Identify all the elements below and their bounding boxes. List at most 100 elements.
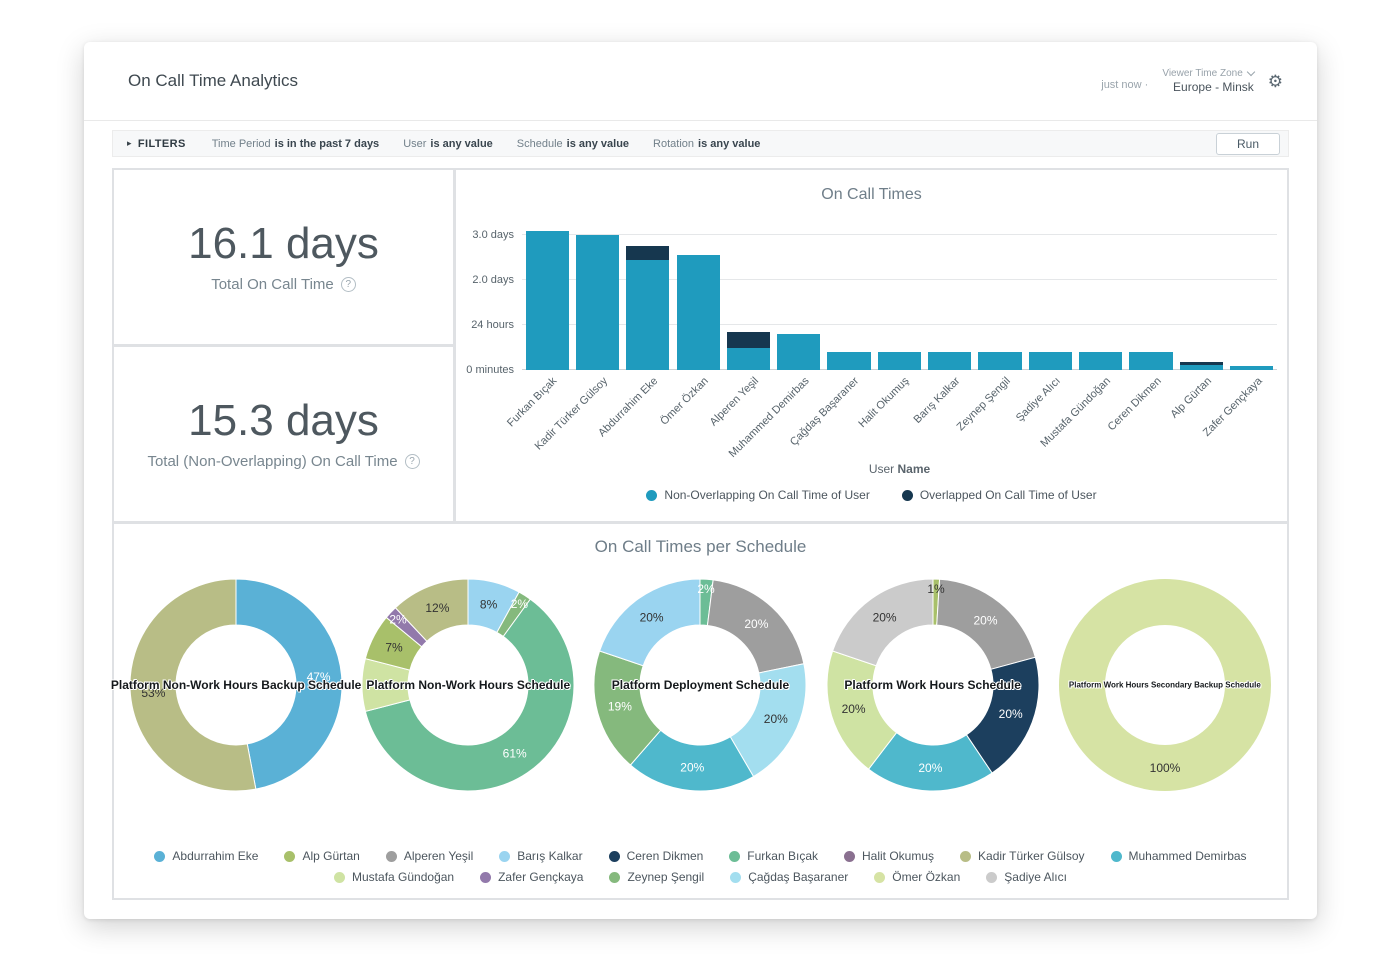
bar-slot — [673, 220, 723, 370]
legend-item[interactable]: Overlapped On Call Time of User — [901, 488, 1097, 502]
legend-item[interactable]: Ceren Dikmen — [608, 849, 703, 863]
x-tick-label: Alperen Yeşil — [707, 375, 761, 429]
legend-label: Halit Okumuş — [862, 849, 935, 863]
legend-item[interactable]: Zafer Gençkaya — [480, 870, 583, 884]
bar[interactable] — [827, 352, 871, 370]
bar-slot — [1176, 220, 1226, 370]
legend-item[interactable]: Çağdaş Başaraner — [730, 870, 848, 884]
gridline — [522, 234, 1277, 235]
bar-segment-non-overlapping — [877, 352, 922, 370]
legend-label: Mustafa Gündoğan — [352, 870, 455, 884]
donut-slice[interactable] — [831, 578, 934, 667]
legend-swatch — [960, 850, 972, 862]
donut-percent-label: 19% — [608, 700, 632, 714]
user-legend: Abdurrahim Eke Alp Gürtan Alperen Yeşil Bar… — [114, 847, 1287, 898]
bar[interactable] — [525, 230, 569, 370]
donut-percent-label: 8% — [480, 598, 498, 612]
bar[interactable] — [1129, 352, 1173, 370]
dashboard-grid: 16.1 days Total On Call Time ? On Call T… — [111, 168, 1289, 900]
bar-slot — [824, 220, 874, 370]
legend-item[interactable]: Mustafa Gündoğan — [334, 870, 454, 884]
filter-item-3[interactable]: Schedule is any value — [517, 138, 629, 150]
gridline — [522, 279, 1277, 280]
bar-slot — [572, 220, 622, 370]
legend-swatch — [154, 850, 166, 862]
timezone-selector[interactable]: Viewer Time Zone Europe - Minsk — [1162, 67, 1255, 94]
legend-swatch — [646, 489, 658, 501]
legend-label: Non-Overlapping On Call Time of User — [664, 488, 870, 502]
dashboard-card: On Call Time Analytics just now · Viewer… — [84, 42, 1317, 919]
legend-item[interactable]: Muhammed Demirbas — [1110, 849, 1247, 863]
x-tick-label: Zeynep Şengil — [954, 375, 1013, 434]
donut-percent-label: 20% — [918, 761, 942, 775]
legend-swatch — [609, 871, 621, 883]
bar-slot — [975, 220, 1025, 370]
bar-segment-non-overlapping — [626, 259, 670, 370]
bar-chart-legend: Non-Overlapping On Call Time of User Over… — [466, 488, 1277, 502]
bar[interactable] — [676, 255, 720, 370]
bar[interactable] — [1079, 352, 1123, 370]
filter-label: Schedule — [516, 137, 563, 150]
legend-item[interactable]: Barış Kalkar — [499, 849, 583, 863]
donut-slice[interactable] — [395, 578, 469, 642]
legend-label: Barış Kalkar — [517, 849, 583, 863]
x-tick-label: Ceren Dikmen — [1105, 375, 1164, 434]
legend-item[interactable]: Ömer Özkan — [874, 870, 960, 884]
legend-item[interactable]: Şadiye Alıcı — [986, 870, 1067, 884]
legend-label: Şadiye Alıcı — [1004, 870, 1067, 884]
legend-item[interactable]: Zeynep Şengil — [609, 870, 704, 884]
filter-label: User — [403, 137, 427, 150]
bar[interactable] — [1230, 366, 1274, 370]
bar[interactable] — [877, 352, 922, 370]
legend-swatch — [385, 850, 397, 862]
legend-item[interactable]: Abdurrahim Eke — [154, 849, 258, 863]
bar[interactable] — [726, 331, 771, 370]
bar-slot — [1227, 220, 1277, 370]
y-tick-label: 0 minutes — [466, 364, 514, 376]
filter-item-1[interactable]: Time Period is in the past 7 days — [212, 138, 379, 150]
info-icon[interactable]: ? — [340, 277, 356, 293]
legend-item[interactable]: Non-Overlapping On Call Time of User — [646, 488, 870, 502]
legend-swatch — [480, 871, 492, 883]
legend-item[interactable]: Furkan Bıçak — [729, 849, 818, 863]
donut-slice[interactable] — [129, 578, 257, 792]
schedule-donuts-tile: On Call Times per Schedule 47% 53% Platfor… — [111, 524, 1287, 898]
bar-segment-non-overlapping — [1079, 352, 1123, 370]
bar[interactable] — [1179, 362, 1224, 370]
donut-percent-label: 20% — [745, 617, 769, 631]
filter-item-2[interactable]: User is any value — [403, 138, 493, 150]
bar[interactable] — [1028, 352, 1073, 370]
legend-item[interactable]: Kadir Türker Gülsoy — [960, 849, 1085, 863]
gridline — [522, 324, 1277, 325]
timezone-label: Viewer Time Zone — [1162, 67, 1255, 79]
bar-slot — [1076, 220, 1126, 370]
donut-slice[interactable] — [365, 598, 575, 792]
bar[interactable] — [626, 246, 670, 370]
x-tick-label: Furkan Bıçak — [505, 375, 560, 430]
info-icon[interactable]: ? — [404, 454, 420, 470]
donut-chart: 2% 20% 20% 20% 19% 20% Platform Deployment Sch… — [586, 565, 814, 813]
bar[interactable] — [575, 235, 620, 370]
legend-item[interactable]: Halit Okumuş — [844, 849, 934, 863]
y-axis: 0 minutes 24 hours 2.0 days 3.0 days — [466, 220, 522, 376]
bar[interactable] — [978, 352, 1022, 370]
legend-item[interactable]: Alp Gürtan — [284, 849, 360, 863]
bar-chart-tile: On Call Times 0 minutes 24 hours 2.0 days 3… — [456, 170, 1287, 521]
donut-slice[interactable] — [1058, 579, 1271, 791]
bar[interactable] — [777, 334, 821, 370]
donut-chart: 1% 20% 20% 20% 20% 20% Platform Work Hours Sch… — [819, 565, 1047, 813]
donut-slice[interactable] — [599, 578, 701, 667]
gear-icon[interactable]: ⚙ — [1267, 71, 1283, 91]
run-button[interactable]: Run — [1215, 132, 1280, 155]
donut-slice[interactable] — [235, 578, 343, 790]
donut-chart: 100% Platform Work Hours Secondary Backup… — [1051, 565, 1279, 813]
legend-item[interactable]: Alperen Yeşil — [385, 849, 473, 863]
header: On Call Time Analytics just now · Viewer… — [84, 42, 1317, 121]
filters-toggle[interactable]: ▸ FILTERS — [127, 138, 186, 150]
bar[interactable] — [928, 352, 972, 370]
legend-swatch — [901, 489, 913, 501]
bars — [522, 220, 1277, 370]
donut-percent-label: 2% — [390, 612, 408, 626]
x-tick-label: Ömer Özkan — [658, 375, 711, 428]
filter-item-4[interactable]: Rotation is any value — [653, 138, 760, 150]
